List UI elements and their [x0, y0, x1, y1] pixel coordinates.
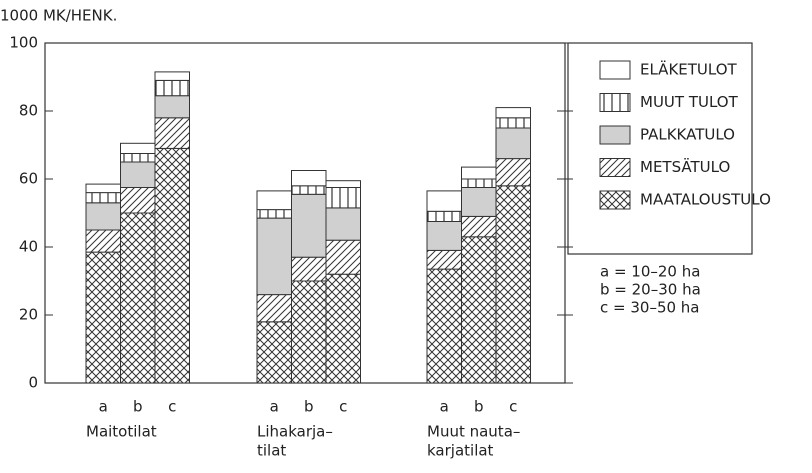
- bar-segment: [85, 202, 121, 231]
- bar-segment: [461, 166, 497, 180]
- bar-segment: [85, 251, 121, 384]
- y-tick-label: 0: [28, 374, 38, 392]
- legend-swatch: [599, 125, 631, 145]
- bar-segment: [291, 256, 327, 282]
- bar-segment: [325, 273, 361, 384]
- bar-segment: [256, 209, 292, 219]
- legend-label: ELÄKETULOT: [640, 60, 738, 79]
- bar-segment: [426, 190, 462, 212]
- bar-segment: [154, 117, 190, 149]
- bar-segment: [256, 190, 292, 211]
- legend-label: MUUT TULOT: [640, 93, 739, 111]
- bar-segment: [256, 217, 292, 296]
- legend-frame: [567, 42, 753, 255]
- bar-segment: [120, 153, 156, 163]
- bar-segment: [120, 187, 156, 214]
- y-tick-label: 60: [19, 170, 38, 188]
- y-axis-label: 1000 MK/HENK.: [0, 7, 117, 25]
- legend-label: PALKKATULO: [640, 126, 735, 144]
- bar-segment: [256, 321, 292, 384]
- bar-segment: [154, 95, 190, 119]
- bar-segment: [154, 79, 190, 97]
- bar-segment: [120, 142, 156, 155]
- x-tick-label: a: [99, 398, 108, 416]
- bar-segment: [461, 178, 497, 188]
- bar-segment: [291, 185, 327, 195]
- group-label: Maitotilat: [86, 423, 157, 441]
- bar-segment: [154, 147, 190, 384]
- group-label: Muut nauta–: [427, 423, 520, 441]
- bar-segment: [291, 193, 327, 258]
- y-tick-label: 100: [9, 34, 38, 52]
- legend-label: METSÄTULO: [640, 157, 730, 176]
- note: a = 10–20 ha: [600, 263, 700, 281]
- bar-segment: [291, 280, 327, 384]
- bar-segment: [85, 229, 121, 253]
- bar-segment: [461, 236, 497, 384]
- bar-segment: [325, 239, 361, 275]
- bar-segment: [291, 170, 327, 187]
- x-tick-label: b: [304, 398, 314, 416]
- y-tick-label: 20: [19, 306, 38, 324]
- x-tick-label: b: [133, 398, 143, 416]
- bar-segment: [120, 161, 156, 188]
- group-label: karjatilat: [427, 442, 494, 460]
- bar-segment: [461, 187, 497, 217]
- x-tick-label: c: [168, 398, 176, 416]
- bar-segment: [256, 294, 292, 323]
- legend-swatch: [599, 60, 631, 80]
- note: c = 30–50 ha: [600, 299, 700, 317]
- bar-segment: [426, 221, 462, 251]
- bar-segment: [461, 215, 497, 238]
- note: b = 20–30 ha: [600, 281, 701, 299]
- group-label: tilat: [257, 442, 286, 460]
- y-tick-label: 40: [19, 238, 38, 256]
- bar-segment: [85, 183, 121, 194]
- bar-segment: [154, 71, 190, 81]
- x-tick-label: b: [474, 398, 484, 416]
- bar-segment: [120, 212, 156, 384]
- bar-segment: [495, 158, 531, 187]
- x-tick-label: c: [509, 398, 517, 416]
- bar-segment: [495, 107, 531, 119]
- bar-segment: [495, 185, 531, 384]
- x-tick-label: c: [339, 398, 347, 416]
- bar-segment: [85, 192, 121, 204]
- bar-segment: [495, 117, 531, 129]
- y-tick-label: 80: [19, 102, 38, 120]
- bar-segment: [325, 187, 361, 209]
- bar-segment: [426, 268, 462, 384]
- bar-segment: [495, 127, 531, 160]
- legend-swatch: [599, 93, 631, 112]
- legend-label: MAATALOUSTULO: [640, 191, 771, 209]
- x-tick-label: a: [440, 398, 449, 416]
- legend-swatch: [599, 158, 631, 177]
- bar-segment: [325, 180, 361, 188]
- x-tick-label: a: [270, 398, 279, 416]
- group-label: Lihakarja–: [257, 423, 333, 441]
- legend-swatch: [599, 190, 631, 210]
- bar-segment: [426, 249, 462, 270]
- bar-segment: [325, 207, 361, 241]
- bar-segment: [426, 210, 462, 223]
